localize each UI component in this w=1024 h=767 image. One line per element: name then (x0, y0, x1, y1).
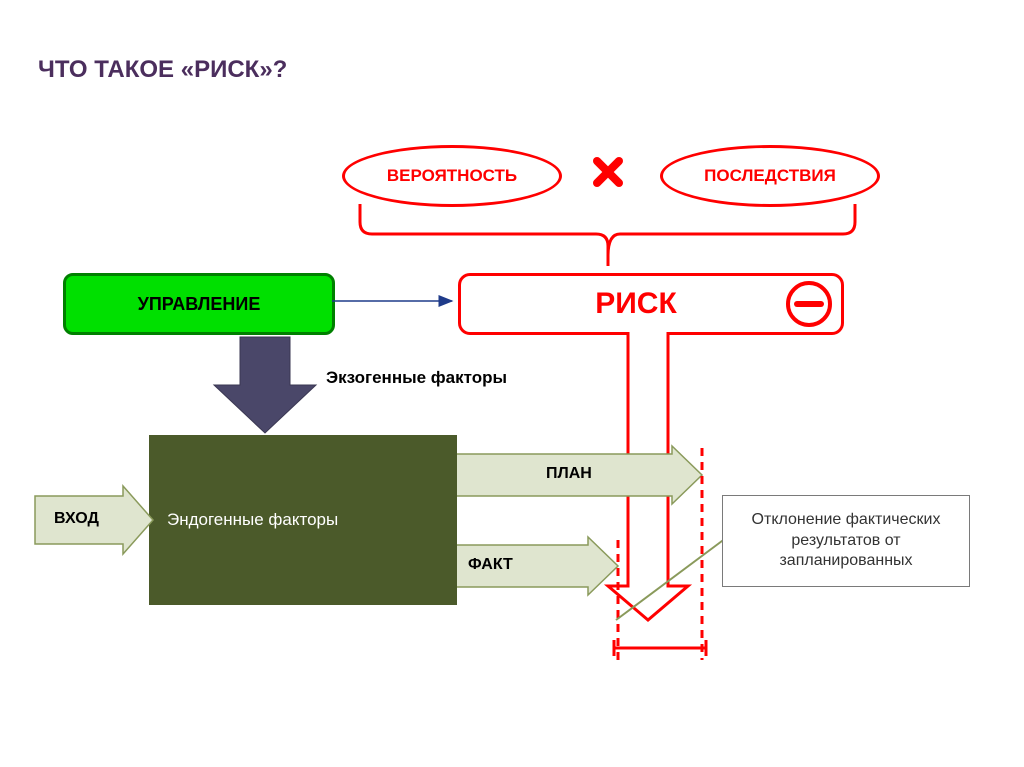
deviation-line3: запланированных (779, 551, 912, 572)
deviation-line2: результатов от (791, 531, 900, 552)
diagram-canvas: ЧТО ТАКОЕ «РИСК»? ВЕРОЯТНОСТЬ ПОСЛЕДСТВИ… (0, 0, 1024, 767)
deviation-box: Отклонение фактических результатов от за… (722, 495, 970, 587)
deviation-line1: Отклонение фактических (752, 510, 941, 531)
deviation-connector (0, 0, 1024, 767)
